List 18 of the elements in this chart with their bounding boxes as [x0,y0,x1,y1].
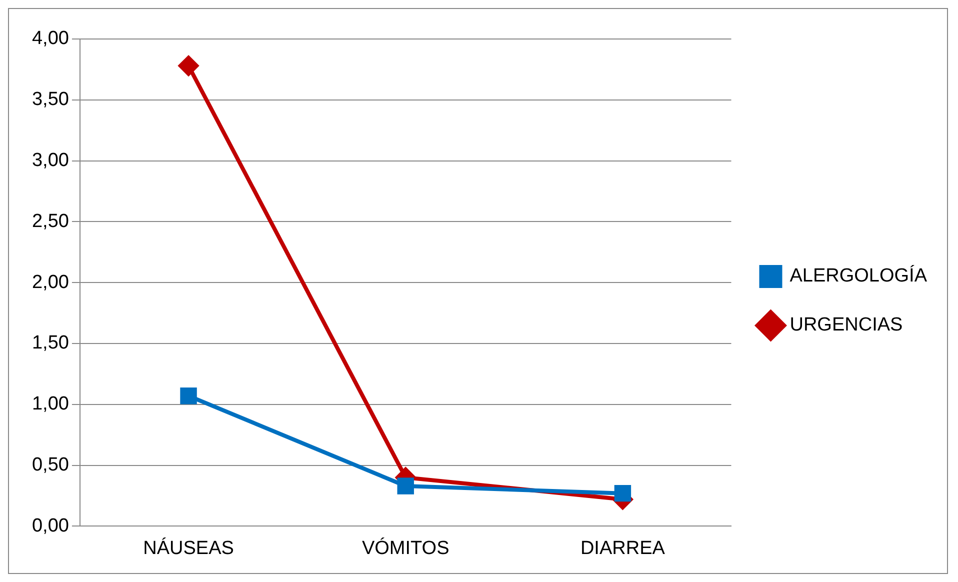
y-tick-label: 2,00 [32,272,69,293]
legend-label: URGENCIAS [790,314,903,336]
y-tick-label: 1,50 [32,332,69,354]
point [178,56,199,76]
legend-label: ALERGOLOGÍA [790,264,928,287]
y-tick-label: 3,50 [32,89,69,110]
y-tick-label: 4,00 [32,28,69,50]
x-tick-label: VÓMITOS [362,536,450,559]
x-tick-label: NÁUSEAS [143,536,234,559]
y-tick-label: 3,00 [32,150,69,172]
y-tick-label: 2,50 [32,210,69,232]
point [180,388,197,404]
y-tick-label: 1,00 [32,394,69,415]
y-tick-label: 0,50 [32,454,69,476]
x-tick-label: DIARREA [580,538,666,559]
y-tick-label: 0,00 [32,515,69,536]
point [397,478,414,494]
point [614,484,632,502]
